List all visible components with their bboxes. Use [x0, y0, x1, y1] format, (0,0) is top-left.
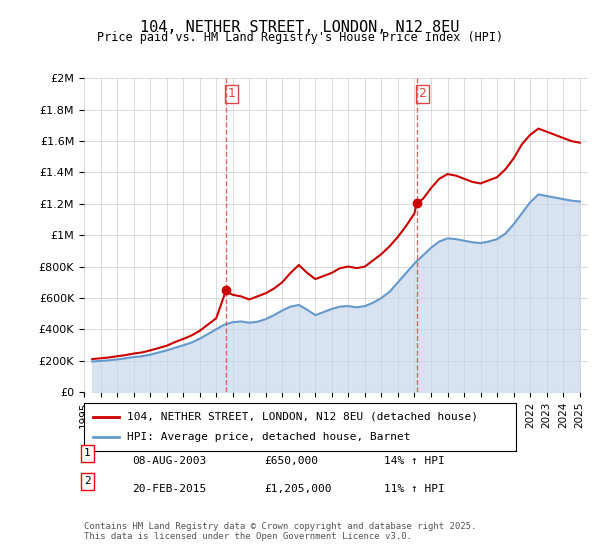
Text: HPI: Average price, detached house, Barnet: HPI: Average price, detached house, Barn… [127, 432, 411, 442]
Text: £1,205,000: £1,205,000 [264, 484, 331, 494]
Text: 104, NETHER STREET, LONDON, N12 8EU: 104, NETHER STREET, LONDON, N12 8EU [140, 20, 460, 35]
Text: 1: 1 [228, 87, 236, 100]
Text: 1: 1 [84, 449, 91, 459]
Text: 2: 2 [84, 477, 91, 487]
Text: Contains HM Land Registry data © Crown copyright and database right 2025.
This d: Contains HM Land Registry data © Crown c… [84, 522, 476, 542]
Text: £650,000: £650,000 [264, 456, 318, 466]
Text: 08-AUG-2003: 08-AUG-2003 [132, 456, 206, 466]
Text: 104, NETHER STREET, LONDON, N12 8EU (detached house): 104, NETHER STREET, LONDON, N12 8EU (det… [127, 412, 478, 422]
Text: 14% ↑ HPI: 14% ↑ HPI [384, 456, 445, 466]
Text: 2: 2 [418, 87, 426, 100]
Text: 11% ↑ HPI: 11% ↑ HPI [384, 484, 445, 494]
Text: Price paid vs. HM Land Registry's House Price Index (HPI): Price paid vs. HM Land Registry's House … [97, 31, 503, 44]
Text: 20-FEB-2015: 20-FEB-2015 [132, 484, 206, 494]
